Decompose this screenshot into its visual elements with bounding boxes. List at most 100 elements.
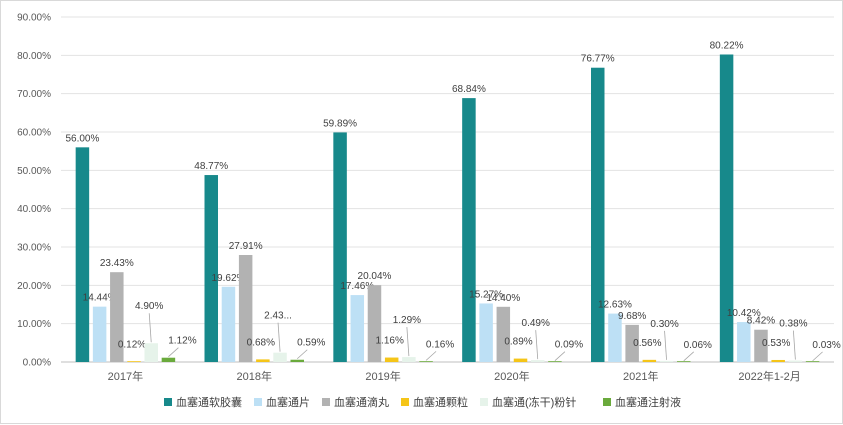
data-label: 68.84%	[452, 84, 486, 95]
y-tick-label: 10.00%	[17, 319, 51, 330]
data-label: 17.46%	[340, 281, 374, 292]
legend-label: 血塞通注射液	[615, 395, 681, 409]
category-label: 2017年	[108, 369, 143, 383]
bar	[737, 322, 751, 362]
data-label: 0.38%	[779, 319, 807, 330]
legend-label: 血塞通软胶囊	[176, 395, 242, 409]
label-leader-line	[296, 349, 308, 360]
data-label: 20.04%	[358, 271, 392, 282]
data-label: 0.53%	[762, 338, 790, 349]
label-leader-line	[425, 351, 437, 361]
data-label: 0.16%	[426, 339, 454, 350]
label-leader-line	[277, 322, 281, 352]
data-label: 14.40%	[486, 293, 520, 304]
data-label: 1.12%	[168, 336, 196, 347]
category-label: 2019年	[365, 369, 400, 383]
label-leader-line	[535, 330, 539, 360]
y-tick-label: 90.00%	[17, 13, 51, 24]
bar	[256, 359, 270, 362]
bar	[591, 67, 605, 362]
data-label: 8.42%	[747, 316, 775, 327]
data-label: 15.27%	[469, 289, 503, 300]
data-label: 14.44%	[83, 293, 117, 304]
legend-swatch	[603, 398, 611, 406]
data-label: 0.09%	[555, 340, 583, 351]
label-leader-line	[812, 351, 823, 362]
bar	[608, 313, 622, 362]
data-label: 0.68%	[247, 337, 275, 348]
bar	[719, 54, 734, 363]
legend-label: 血塞通片	[266, 395, 310, 409]
category-label: 2021年	[623, 369, 658, 383]
legend-swatch	[322, 398, 330, 406]
y-tick-label: 20.00%	[17, 281, 51, 292]
bar	[754, 329, 768, 362]
bar	[290, 359, 304, 362]
bar	[788, 360, 803, 362]
data-label: 23.43%	[100, 258, 134, 269]
bar	[771, 359, 785, 362]
bar	[625, 324, 639, 362]
data-label: 1.16%	[376, 336, 404, 347]
bar	[350, 295, 365, 362]
bar	[204, 175, 218, 362]
data-label: 56.00%	[65, 133, 99, 144]
bar	[419, 361, 433, 362]
bar	[642, 359, 657, 362]
data-label: 12.63%	[598, 300, 632, 311]
bar	[677, 361, 691, 362]
bar	[548, 361, 562, 362]
bar	[75, 147, 90, 362]
bar	[333, 132, 347, 362]
bar	[238, 255, 253, 362]
y-tick-label: 30.00%	[17, 243, 51, 254]
legend-swatch	[401, 398, 409, 406]
bar	[659, 360, 674, 362]
label-leader-line	[664, 330, 667, 360]
data-label: 0.06%	[684, 340, 712, 351]
y-tick-label: 0.00%	[23, 358, 51, 369]
legend-swatch	[254, 398, 262, 406]
y-tick-label: 40.00%	[17, 204, 51, 215]
label-leader-line	[168, 347, 179, 358]
bar	[402, 357, 416, 362]
y-tick-label: 80.00%	[17, 51, 51, 62]
bar	[92, 306, 107, 362]
bar	[479, 303, 493, 362]
category-label: 2018年	[237, 369, 272, 383]
y-tick-label: 60.00%	[17, 128, 51, 139]
bar	[273, 352, 287, 362]
data-label: 59.89%	[323, 118, 357, 129]
bar	[221, 286, 236, 362]
data-label: 0.30%	[650, 319, 678, 330]
data-label: 0.89%	[504, 337, 532, 348]
bar	[513, 358, 528, 362]
bar	[110, 272, 124, 362]
category-label: 2020年	[494, 369, 529, 383]
bar	[367, 285, 382, 362]
label-leader-line	[148, 313, 152, 343]
data-label: 0.03%	[812, 340, 840, 351]
bar	[384, 357, 399, 362]
data-label: 0.49%	[522, 318, 550, 329]
legend-swatch	[164, 398, 172, 406]
bar	[144, 343, 158, 362]
bar	[530, 360, 545, 362]
data-label: 80.22%	[710, 40, 744, 51]
data-label: 10.42%	[727, 308, 761, 319]
data-label: 76.77%	[581, 54, 615, 65]
bar	[161, 357, 176, 362]
legend-swatch	[480, 398, 488, 406]
bar	[805, 361, 820, 362]
category-label: 2022年1-2月	[738, 369, 800, 383]
data-label: 1.29%	[393, 315, 421, 326]
label-leader-line	[792, 330, 796, 360]
label-leader-line	[683, 351, 695, 362]
data-label: 0.59%	[297, 338, 325, 349]
bar	[127, 361, 141, 362]
legend-label: 血塞通滴丸	[334, 395, 389, 409]
data-label: 2.43...	[264, 311, 292, 322]
bar	[462, 98, 476, 362]
